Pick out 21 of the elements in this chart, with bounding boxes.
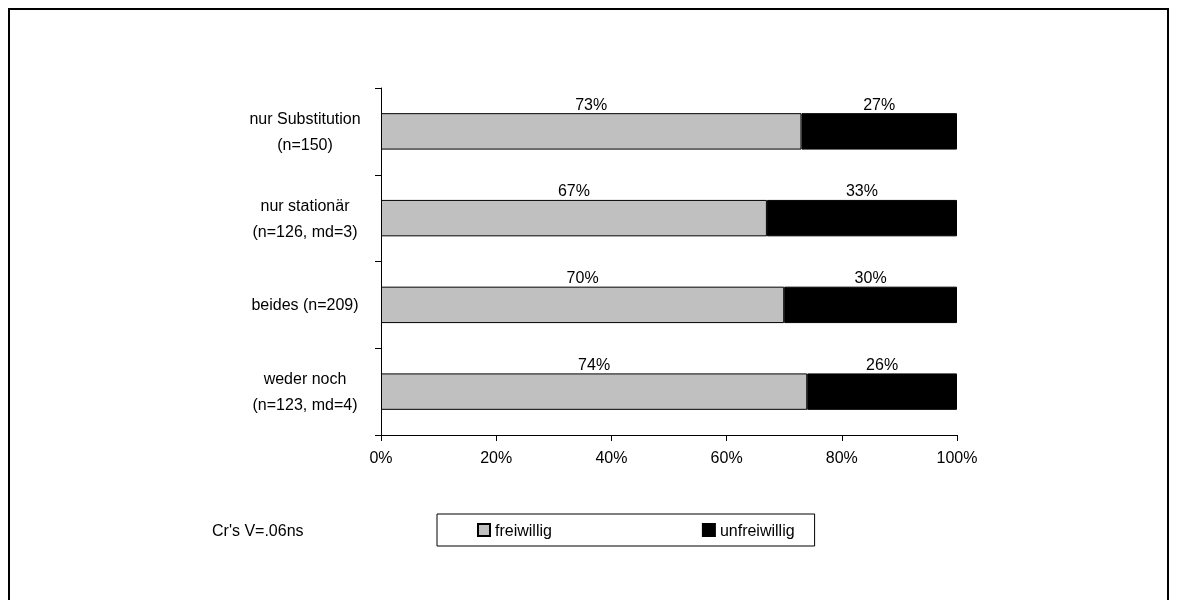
data-label: 73% bbox=[575, 95, 608, 113]
data-label: 67% bbox=[557, 182, 590, 200]
x-tick-label: 80% bbox=[825, 448, 858, 466]
y-tick-label: beides (n=209) bbox=[251, 296, 359, 314]
x-tick-label: 0% bbox=[369, 448, 393, 466]
data-label: 70% bbox=[566, 269, 599, 287]
x-tick-label: 60% bbox=[710, 448, 743, 466]
y-tick-label: nur Substitution (n=150) bbox=[249, 109, 361, 153]
legend-label: unfreiwillig bbox=[719, 521, 795, 539]
data-label: 33% bbox=[845, 182, 878, 200]
x-tick-label: 20% bbox=[480, 448, 513, 466]
text: Cr's V=.06ns bbox=[212, 521, 304, 539]
y-tick-label: weder noch (n=123, md=4) bbox=[252, 370, 358, 414]
data-label: 27% bbox=[863, 95, 896, 113]
legend-label: freiwillig bbox=[495, 521, 552, 539]
data-label: 30% bbox=[854, 269, 887, 287]
data-label: 26% bbox=[866, 355, 899, 373]
x-tick-label: 40% bbox=[595, 448, 628, 466]
y-tick-label: nur stationär (n=126, md=3) bbox=[252, 196, 358, 240]
x-tick-label: 100% bbox=[936, 448, 978, 466]
data-label: 74% bbox=[578, 355, 611, 373]
